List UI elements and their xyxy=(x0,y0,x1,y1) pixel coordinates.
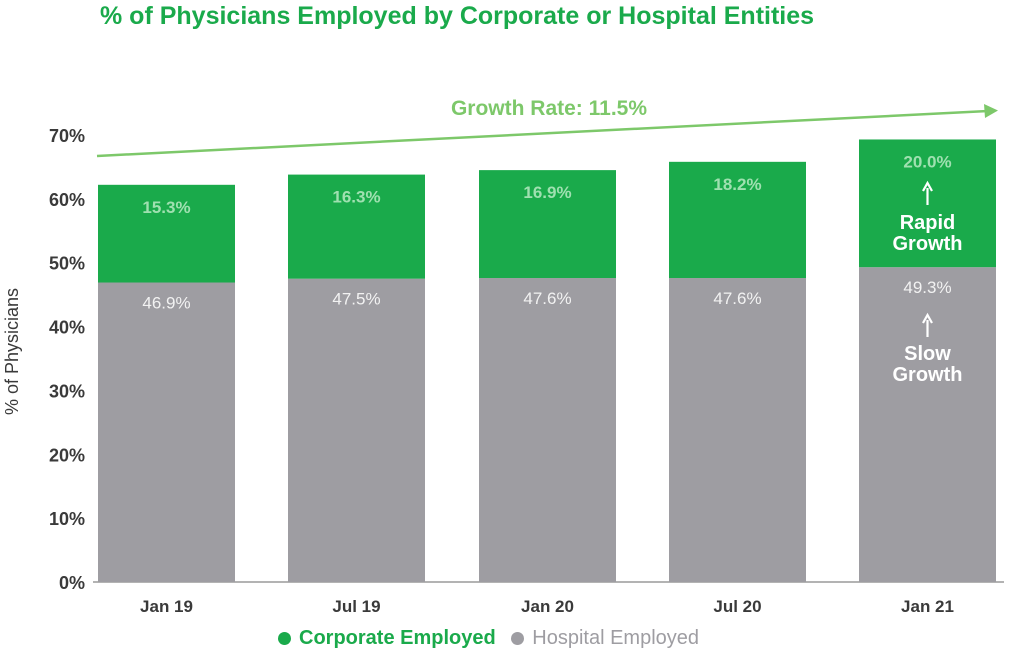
slow-growth-arrowhead-icon xyxy=(922,312,933,324)
bar-hospital xyxy=(288,278,425,582)
y-tick-label: 60% xyxy=(49,190,85,210)
rapid-growth-label-line2: Growth xyxy=(893,233,963,255)
growth-rate-label: Growth Rate: 11.5% xyxy=(451,97,647,120)
data-label-corporate: 20.0% xyxy=(903,152,951,171)
data-label-hospital: 47.6% xyxy=(523,289,571,308)
x-tick-label: Jan 21 xyxy=(901,597,954,616)
y-tick-label: 40% xyxy=(49,318,85,338)
legend-label-hospital: Hospital Employed xyxy=(532,627,700,649)
data-label-corporate: 15.3% xyxy=(142,198,190,217)
y-tick-label: 0% xyxy=(59,573,85,593)
legend-item-corporate: Corporate Employed xyxy=(278,627,496,650)
data-label-corporate: 16.9% xyxy=(523,183,571,202)
y-tick-label: 50% xyxy=(49,254,85,274)
y-tick-label: 10% xyxy=(49,509,85,529)
slow-growth-label-line1: Slow xyxy=(904,343,951,365)
x-tick-label: Jan 20 xyxy=(521,597,574,616)
y-tick-label: 70% xyxy=(49,126,85,146)
data-label-hospital: 46.9% xyxy=(142,294,190,313)
legend-label-corporate: Corporate Employed xyxy=(299,627,496,649)
bar-hospital xyxy=(479,278,616,582)
chart-legend: Corporate Employed Hospital Employed xyxy=(278,627,709,651)
rapid-growth-label-line1: Rapid xyxy=(900,212,956,234)
bar-hospital xyxy=(859,267,996,582)
slow-growth-label-line2: Growth xyxy=(893,364,963,386)
data-label-corporate: 16.3% xyxy=(332,188,380,207)
growth-rate-arrow-icon xyxy=(96,109,989,158)
growth-rate-arrowhead-icon xyxy=(984,104,998,118)
bar-corporate xyxy=(669,161,806,279)
bar-corporate xyxy=(98,184,235,283)
x-tick-label: Jul 20 xyxy=(713,597,761,616)
bar-hospital xyxy=(669,278,806,582)
x-tick-label: Jul 19 xyxy=(332,597,380,616)
y-axis-title: % of Physicians xyxy=(2,288,22,415)
bar-corporate xyxy=(288,174,425,279)
chart-title: % of Physicians Employed by Corporate or… xyxy=(100,2,815,30)
data-label-corporate: 18.2% xyxy=(713,175,761,194)
bar-corporate xyxy=(479,170,616,279)
legend-swatch-corporate xyxy=(278,632,291,645)
data-label-hospital: 47.6% xyxy=(713,289,761,308)
x-tick-label: Jan 19 xyxy=(140,597,193,616)
y-tick-label: 20% xyxy=(49,445,85,465)
data-label-hospital: 47.5% xyxy=(332,290,380,309)
bar-hospital xyxy=(98,282,235,582)
data-label-hospital: 49.3% xyxy=(903,278,951,297)
legend-swatch-hospital xyxy=(511,632,525,645)
rapid-growth-arrowhead-icon xyxy=(922,180,933,192)
legend-item-hospital: Hospital Employed xyxy=(511,627,699,650)
y-tick-label: 30% xyxy=(49,381,85,401)
